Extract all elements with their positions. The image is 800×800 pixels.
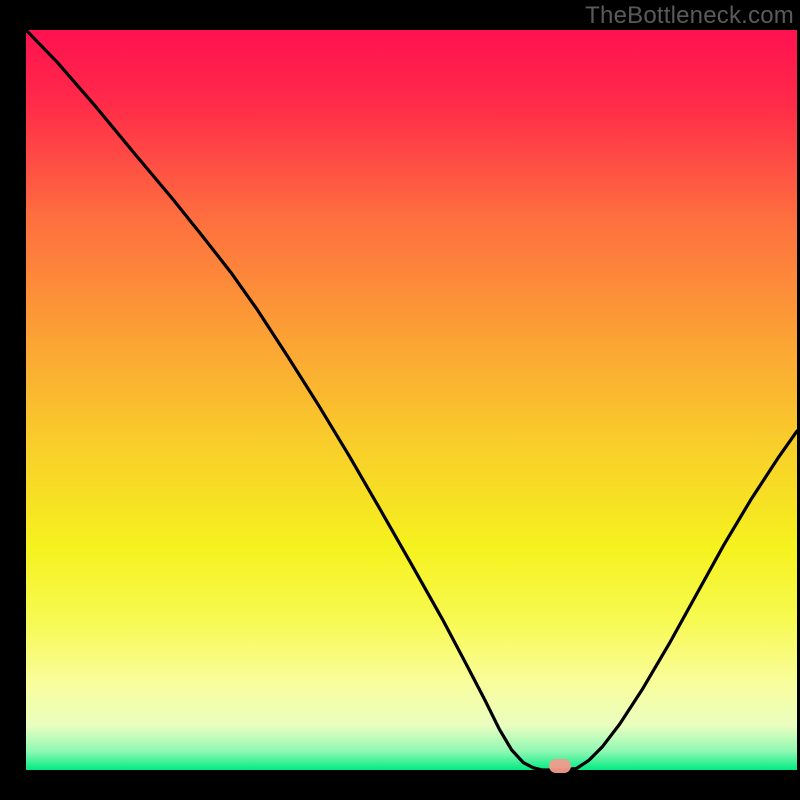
frame-bottom [0,770,800,800]
watermark-text: TheBottleneck.com [585,0,800,30]
chart-svg [0,0,800,800]
frame-left [0,0,26,800]
optimal-point-marker [549,759,571,773]
plot-area [26,30,797,770]
bottleneck-chart: TheBottleneck.com [0,0,800,800]
